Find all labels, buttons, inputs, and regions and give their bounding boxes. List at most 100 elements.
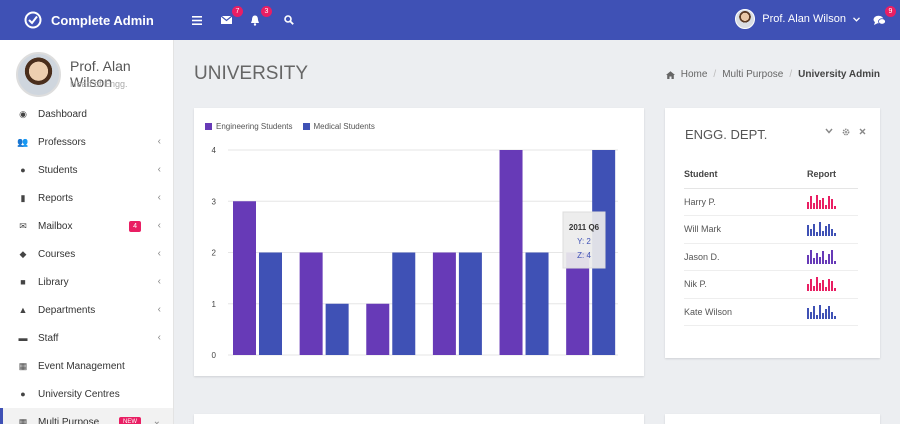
user-name: Prof. Alan Wilson [762,13,846,25]
search-button[interactable] [280,11,298,29]
cog-icon[interactable] [842,128,850,136]
breadcrumb-separator: / [713,69,717,80]
sidebar-item-label: Mailbox [38,220,73,232]
sidebar-item-label: University Centres [38,388,120,400]
sidebar-item-mailbox[interactable]: ✉ Mailbox 4 ‹ [0,212,173,240]
th-icon: ▦ [18,416,28,424]
sparkline-bar [828,278,830,292]
briefcase-icon: ▬ [18,333,28,343]
sidebar-item-event-management[interactable]: ▦ Event Management [0,352,173,380]
student-name: Kate Wilson [684,298,807,326]
sparkline-bar [825,259,827,264]
notifications-button[interactable]: 3 [246,6,272,29]
legend-item[interactable]: Medical Students [302,122,375,131]
sparkline-bar [828,306,830,319]
graduation-cap-icon: ◆ [19,248,27,259]
sparkline-bar [825,204,827,209]
profile-avatar[interactable] [16,52,61,97]
sidebar-item-reports[interactable]: ▮ Reports ‹ [0,184,173,212]
bar-engineering-students-2[interactable] [299,252,323,356]
users-icon: 👥 [17,136,29,147]
bar-engineering-students-4[interactable] [432,252,456,356]
sparkline-bar [825,287,827,292]
avatar [735,9,756,29]
close-icon[interactable] [859,128,866,135]
chevron-left-icon: ‹ [157,136,161,147]
chevron-down-icon[interactable] [825,128,833,134]
sidebar-item-students[interactable]: ● Students ‹ [0,156,173,184]
brand[interactable]: Complete Admin [24,0,154,40]
tooltip-title: 2011 Q6 [569,223,600,232]
bar-medical-students-1[interactable] [259,252,282,356]
table-row[interactable]: Jason D. [684,243,858,271]
sparkline-bar [834,205,836,209]
tooltip-box [562,211,606,269]
new-badge: NEW [119,417,141,424]
bar-medical-students-3[interactable] [392,252,416,356]
sparkline-bar [813,285,815,292]
table-row[interactable]: Nik P. [684,270,858,299]
sidebar-item-professors[interactable]: 👥 Professors ‹ [0,128,173,156]
calendar-icon: ▦ [18,360,28,371]
sparkline-bar [822,280,824,292]
chat-button[interactable]: 9 [870,6,896,29]
bar-medical-students-5[interactable] [525,252,549,356]
sparkline-bar [816,252,818,264]
bar-engineering-students-5[interactable] [499,150,523,355]
sparkline-bar [831,311,833,319]
user-menu[interactable]: Prof. Alan Wilson [735,9,860,29]
table-row[interactable]: Kate Wilson [684,298,858,326]
messages-button[interactable]: 7 [217,6,243,29]
bar-engineering-students-6[interactable] [566,252,590,356]
sidebar-item-university-centres[interactable]: ● University Centres [0,380,173,408]
menu-toggle-button[interactable] [188,11,206,29]
sparkline-bar [807,284,809,292]
sidebar-item-multi-purpose[interactable]: ▦ Multi Purpose NEW ⌄ [0,408,173,424]
sidebar-item-staff[interactable]: ▬ Staff ‹ [0,324,173,352]
chat-badge: 9 [885,6,896,17]
sidebar-item-courses[interactable]: ◆ Courses ‹ [0,240,173,268]
bar-medical-students-4[interactable] [458,252,482,356]
dashboard-icon: ◉ [19,108,27,119]
breadcrumb-multi-purpose[interactable]: Multi Purpose [722,69,784,80]
sparkline-bar [813,258,815,264]
envelope-icon [220,16,232,24]
bar-chart-icon: ▮ [20,192,26,203]
engg-dept-table-body: Harry P. Will Mark Jason D. Nik P. Kate Wils… [684,188,858,326]
home-icon [665,70,675,79]
breadcrumb-home[interactable]: Home [680,69,708,80]
lower-card-left [194,414,644,424]
sidebar-item-label: Dashboard [38,108,87,120]
bar-engineering-students-3[interactable] [366,303,390,355]
sparkline-bar [810,249,812,264]
sparkline-bar [807,307,809,319]
sidebar-item-departments[interactable]: ▲ Departments ‹ [0,296,173,324]
student-name: Nik P. [684,270,807,299]
column-header-student: Student [684,161,807,189]
students-bar-chart[interactable]: 0 1 2 3 4 2011 Q6 Y: 2 Z: 4 [194,108,644,376]
sidebar-item-library[interactable]: ■ Library ‹ [0,268,173,296]
bar-medical-students-2[interactable] [325,303,349,355]
sparkline-bar [834,288,836,292]
tooltip-y-value: Y: 2 [577,237,591,246]
table-row[interactable]: Harry P. [684,188,858,216]
table-row[interactable]: Will Mark [684,215,858,244]
bar-engineering-students-1[interactable] [233,201,256,355]
chevron-left-icon: ‹ [157,304,161,315]
sparkline-bar [828,196,830,209]
profile-name: Prof. Alan Wilson [70,58,131,90]
report-cell [807,270,858,299]
sidebar-item-dashboard[interactable]: ◉ Dashboard [0,100,173,128]
sparkline-bar [834,260,836,264]
sidebar-item-label: Multi Purpose [38,416,100,424]
institution-icon: ▲ [18,305,28,315]
report-sparkline [807,194,858,209]
report-cell [807,188,858,216]
sparkline-bar [822,197,824,209]
y-tick-label: 4 [212,146,217,155]
sparkline-bar [831,249,833,264]
sparkline-bar [822,313,824,319]
y-tick-label: 2 [212,249,217,258]
sparkline-bar [813,306,815,319]
legend-item[interactable]: Engineering Students [205,122,293,131]
